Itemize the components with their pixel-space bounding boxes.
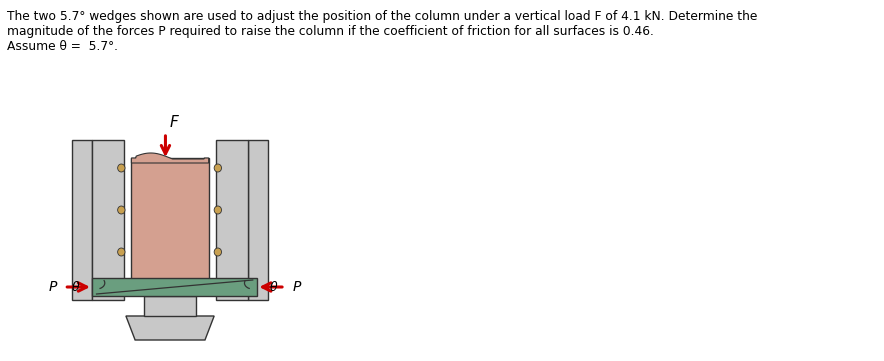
Circle shape (118, 206, 125, 214)
Text: $\theta$: $\theta$ (71, 280, 80, 294)
Circle shape (214, 248, 222, 256)
Bar (144, 296, 195, 316)
Polygon shape (126, 316, 214, 340)
Circle shape (118, 164, 125, 172)
Bar (216, 140, 248, 300)
Bar (132, 158, 209, 280)
Circle shape (118, 248, 125, 256)
Polygon shape (132, 153, 209, 163)
Text: P: P (293, 280, 301, 294)
Text: F: F (170, 115, 179, 130)
Bar (248, 140, 269, 300)
Text: magnitude of the forces P required to raise the column if the coefficient of fri: magnitude of the forces P required to ra… (7, 25, 654, 38)
Text: Assume θ =  5.7°.: Assume θ = 5.7°. (7, 40, 118, 53)
Circle shape (214, 206, 222, 214)
Bar (72, 140, 92, 300)
Text: The two 5.7° wedges shown are used to adjust the position of the column under a : The two 5.7° wedges shown are used to ad… (7, 10, 758, 23)
Text: P: P (49, 280, 57, 294)
Bar (92, 278, 257, 296)
Text: $\theta$: $\theta$ (270, 280, 278, 294)
Bar (92, 140, 124, 300)
Circle shape (214, 164, 222, 172)
